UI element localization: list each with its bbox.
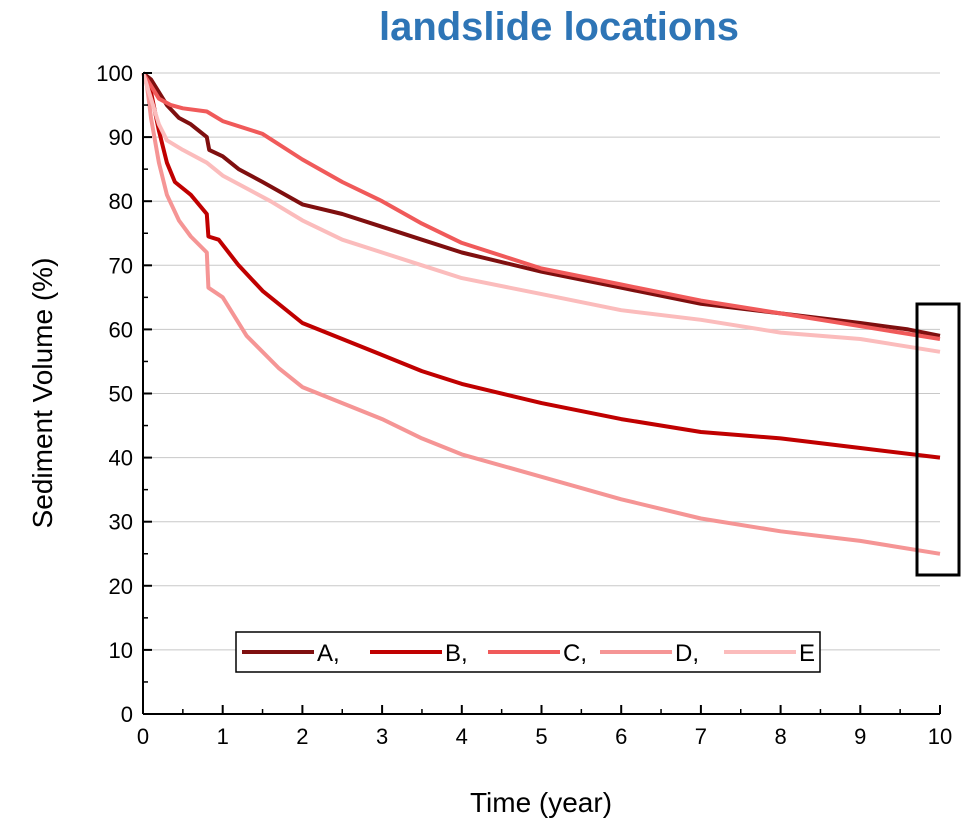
series-line-a xyxy=(141,71,941,338)
x-tick-label: 10 xyxy=(928,724,952,749)
x-tick-label: 4 xyxy=(456,724,468,749)
y-tick-label: 20 xyxy=(109,574,133,599)
series-line-b xyxy=(141,72,941,460)
legend-label: A, xyxy=(317,640,340,667)
y-axis-title: Sediment Volume (%) xyxy=(27,258,58,529)
gridlines xyxy=(143,72,940,651)
y-tick-label: 60 xyxy=(109,317,133,342)
y-tick-label: 40 xyxy=(109,446,133,471)
legend-label: D, xyxy=(675,640,699,667)
series-line-c xyxy=(141,71,941,341)
legend-label: B, xyxy=(445,640,468,667)
x-axis-title: Time (year) xyxy=(470,787,612,818)
y-tick-label: 80 xyxy=(109,189,133,214)
legend-frame xyxy=(235,631,821,673)
legend-label: E xyxy=(799,640,815,667)
x-tick-label: 5 xyxy=(535,724,547,749)
x-tick-label: 2 xyxy=(296,724,308,749)
y-tick-label: 0 xyxy=(121,702,133,727)
y-tick-label: 90 xyxy=(109,125,133,150)
x-tick-label: 6 xyxy=(615,724,627,749)
series-layer xyxy=(141,71,941,556)
y-tick-label: 10 xyxy=(109,638,133,663)
x-tick-label: 7 xyxy=(695,724,707,749)
highlight-box xyxy=(915,302,961,577)
x-tick-label: 8 xyxy=(774,724,786,749)
y-tick-label: 100 xyxy=(96,61,133,86)
series-line-d xyxy=(141,72,941,556)
legend: A, B, C, D, E xyxy=(235,631,821,673)
y-tick-label: 50 xyxy=(109,382,133,407)
y-tick-label: 70 xyxy=(109,253,133,278)
legend-label: C, xyxy=(563,640,587,667)
x-tick-label: 9 xyxy=(854,724,866,749)
x-tick-label: 0 xyxy=(137,724,149,749)
x-tick-label: 3 xyxy=(376,724,388,749)
axes xyxy=(142,72,941,715)
x-tick-label: 1 xyxy=(217,724,229,749)
chart-title: landslide locations xyxy=(379,5,739,49)
series-line-e xyxy=(141,72,941,354)
y-tick-label: 30 xyxy=(109,510,133,535)
